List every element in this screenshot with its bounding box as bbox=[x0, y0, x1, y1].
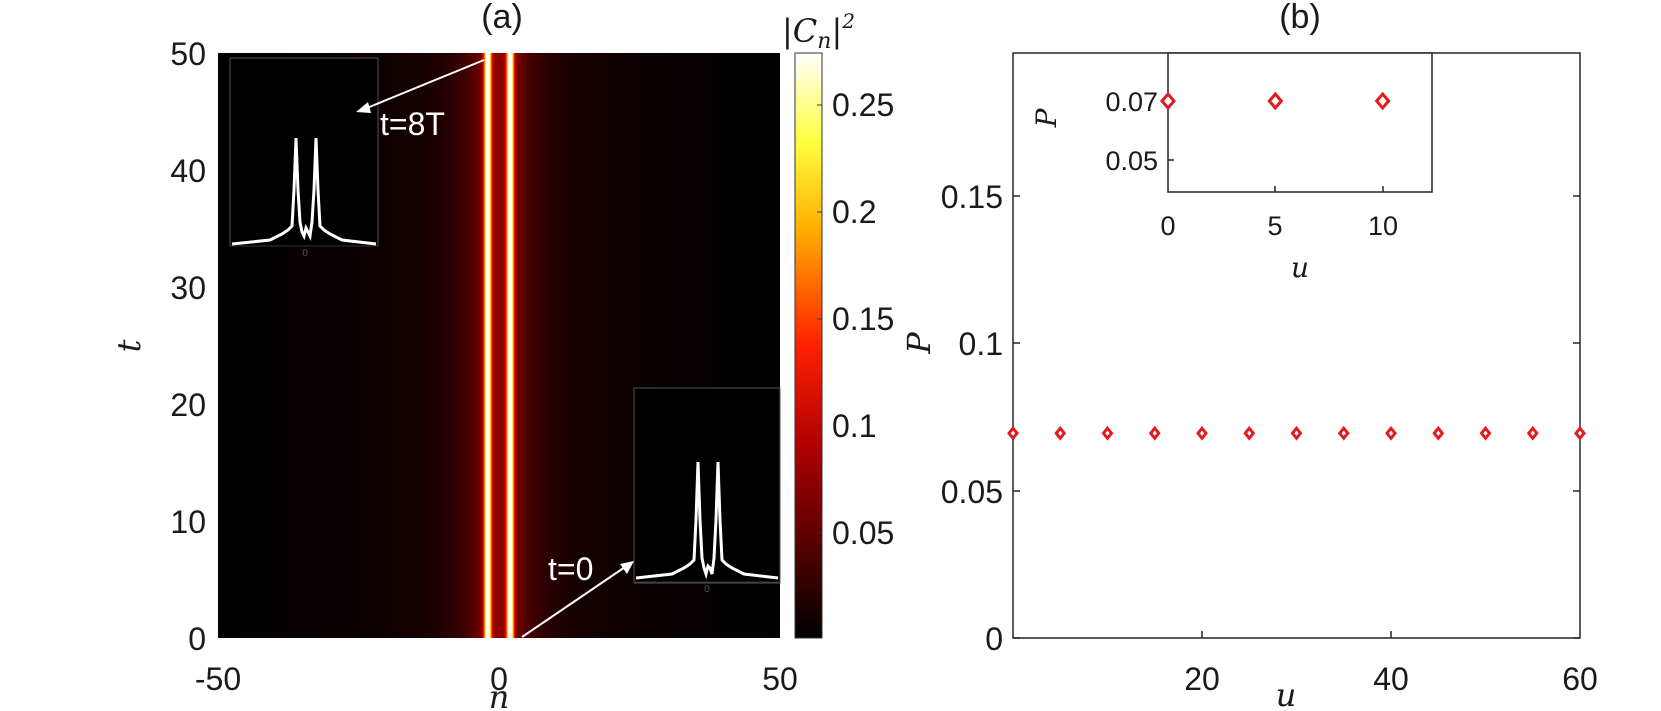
a-ytick-1: 10 bbox=[170, 504, 206, 540]
b-inset-ytick-0: 0.05 bbox=[1105, 146, 1158, 176]
data-point bbox=[1101, 425, 1114, 441]
data-point bbox=[1337, 425, 1350, 441]
inset-t8T-curve bbox=[231, 137, 377, 246]
inset-t8T: 0 bbox=[229, 57, 379, 259]
b-inset-ytick-1: 0.07 bbox=[1105, 87, 1158, 117]
b-yticks-marks bbox=[1013, 195, 1580, 639]
b-xtick-1: 40 bbox=[1373, 661, 1409, 697]
b-ytick-0: 0 bbox=[985, 621, 1003, 657]
colorbar-tick-3: 0.2 bbox=[832, 194, 876, 230]
colorbar-ticks bbox=[817, 104, 822, 534]
inset-data-point bbox=[1374, 91, 1391, 111]
arrow-t0-head bbox=[620, 561, 634, 574]
annotation-t0-label: t=0 bbox=[548, 551, 593, 587]
a-ytick-5: 50 bbox=[170, 36, 206, 72]
b-inset-ylabel: P bbox=[1030, 107, 1063, 128]
annotation-t0: t=0 bbox=[521, 551, 634, 638]
data-point bbox=[1148, 425, 1161, 441]
colorbar: |Cn|2 0.05 0.1 0.15 0.2 0.25 bbox=[782, 9, 894, 639]
data-point bbox=[1574, 425, 1586, 441]
annotation-t8T-label: t=8T bbox=[380, 106, 445, 142]
panel-b: (b) 20 40 60 0 0.05 0.1 0.15 u P bbox=[900, 0, 1598, 711]
a-xtick-1: 0 bbox=[490, 661, 508, 697]
data-point bbox=[1007, 425, 1019, 441]
b-inset-box bbox=[1167, 52, 1433, 193]
b-ytick-1: 0.05 bbox=[941, 474, 1003, 510]
b-xtick-2: 60 bbox=[1562, 661, 1598, 697]
b-xtick-0: 20 bbox=[1184, 661, 1220, 697]
inset-t8T-tick: 0 bbox=[302, 248, 308, 259]
b-inset-xtick-0: 0 bbox=[1160, 211, 1175, 241]
a-xtick-2: 50 bbox=[762, 661, 798, 697]
a-xtick-0: -50 bbox=[195, 661, 241, 697]
inset-t0-curve bbox=[635, 461, 779, 580]
colorbar-tick-1: 0.1 bbox=[832, 408, 876, 444]
data-point bbox=[1290, 425, 1303, 441]
b-markers bbox=[1007, 425, 1586, 441]
data-point bbox=[1432, 425, 1445, 441]
colorbar-tick-2: 0.15 bbox=[832, 301, 894, 337]
data-point bbox=[1526, 425, 1539, 441]
a-ytick-2: 20 bbox=[170, 387, 206, 423]
inset-t0-frame bbox=[633, 387, 781, 584]
inset-t0-tick: 0 bbox=[704, 584, 710, 595]
a-ylabel: t bbox=[110, 339, 148, 352]
annotation-t8T: t=8T bbox=[356, 59, 485, 142]
b-inset-xtick-2: 10 bbox=[1368, 211, 1398, 241]
data-point bbox=[1054, 425, 1067, 441]
colorbar-tick-4: 0.25 bbox=[832, 87, 894, 123]
a-ytick-0: 0 bbox=[188, 621, 206, 657]
data-point bbox=[1479, 425, 1492, 441]
a-ytick-4: 40 bbox=[170, 153, 206, 189]
b-ytick-3: 0.15 bbox=[941, 179, 1003, 215]
panel-a: (a) 0 0 t=8T t=0 -50 0 5 bbox=[110, 0, 894, 711]
data-point bbox=[1385, 425, 1397, 441]
arrow-t8T bbox=[361, 59, 485, 111]
a-xlabel: n bbox=[489, 678, 510, 711]
inset-data-point bbox=[1267, 91, 1284, 111]
b-inset-xlabel: u bbox=[1291, 251, 1309, 284]
b-inset-xtick-1: 5 bbox=[1267, 211, 1282, 241]
b-xlabel: u bbox=[1276, 676, 1297, 711]
colorbar-tick-0: 0.05 bbox=[832, 515, 894, 551]
inset-t0: 0 bbox=[633, 387, 781, 595]
panel-b-label: (b) bbox=[1279, 0, 1321, 36]
panel-a-label: (a) bbox=[481, 0, 523, 36]
arrow-t0 bbox=[521, 564, 629, 638]
inset-data-point bbox=[1160, 91, 1176, 111]
data-point bbox=[1243, 425, 1256, 441]
b-ylabel: P bbox=[900, 332, 938, 355]
arrow-t8T-head bbox=[356, 102, 371, 113]
a-ytick-3: 30 bbox=[170, 270, 206, 306]
data-point bbox=[1196, 425, 1208, 441]
inset-t8T-frame bbox=[229, 57, 379, 247]
colorbar-label: |Cn|2 bbox=[782, 9, 855, 54]
b-ytick-2: 0.1 bbox=[959, 326, 1003, 362]
colorbar-bar bbox=[794, 52, 823, 639]
b-inset: 0.05 0.07 0 5 10 u P bbox=[1030, 52, 1433, 284]
b-inset-markers bbox=[1160, 91, 1391, 111]
